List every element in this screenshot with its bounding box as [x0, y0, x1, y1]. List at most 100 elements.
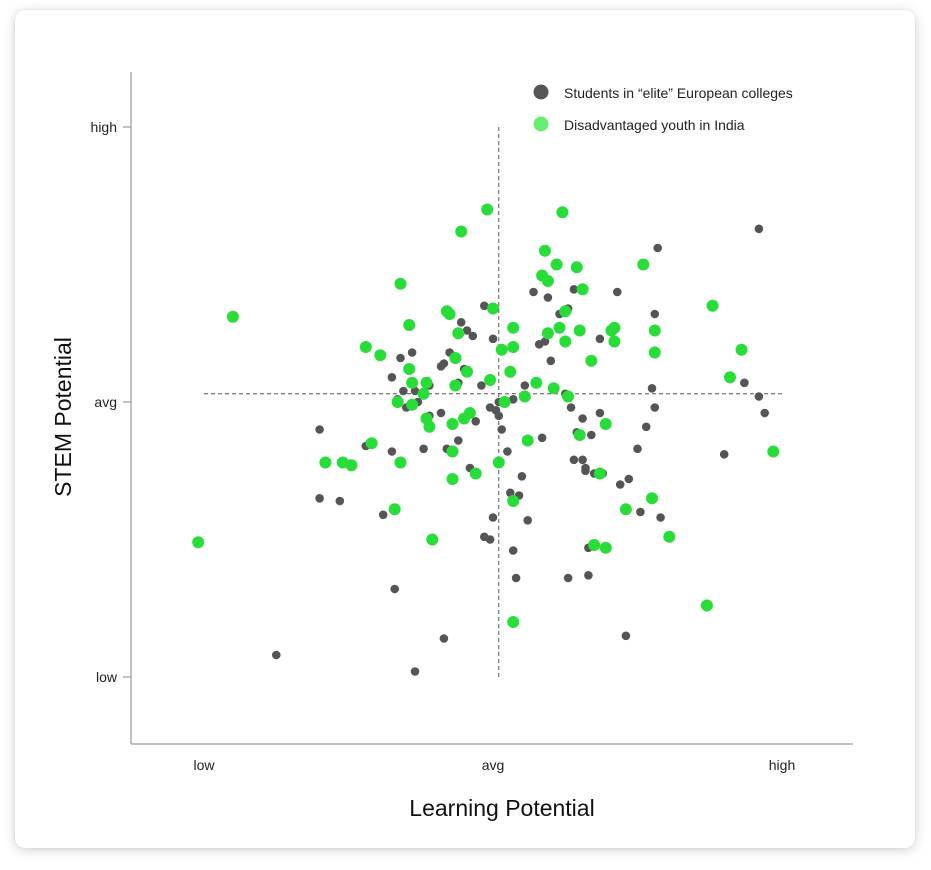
elite-student-point — [477, 381, 486, 390]
india-youth-point — [599, 418, 612, 430]
elite-student-point — [387, 373, 397, 382]
india-youth-point — [192, 536, 205, 549]
india-youth-point — [455, 225, 468, 238]
india-youth-point — [619, 503, 632, 516]
india-youth-point — [403, 363, 416, 375]
elite-student-point — [410, 667, 420, 676]
india-youth-point — [507, 495, 520, 507]
elite-student-point — [494, 411, 504, 421]
chart-card: low avg high low avg high Learning Potential… — [15, 10, 915, 848]
india-youth-point — [394, 456, 407, 469]
legend-marker-india — [533, 116, 549, 132]
elite-student-point — [436, 408, 446, 418]
elite-student-point — [587, 430, 596, 440]
india-youth-point — [440, 305, 453, 318]
elite-student-point — [335, 496, 345, 506]
elite-student-point — [462, 326, 472, 335]
elite-student-point — [740, 378, 749, 388]
elite-student-point — [456, 318, 466, 327]
elite-student-point — [641, 422, 651, 432]
india-youth-point — [530, 376, 543, 389]
elite-student-point — [650, 403, 660, 412]
india-youth-point — [576, 283, 589, 296]
india-youth-point — [507, 616, 520, 628]
india-youth-point — [556, 206, 569, 219]
india-youth-point — [541, 275, 554, 287]
india-youth-point — [648, 346, 661, 359]
india-youth-point — [539, 244, 551, 257]
elite-student-point — [569, 285, 579, 294]
x-ticks: low avg high — [193, 757, 795, 773]
elite-student-point — [653, 243, 662, 253]
legend-label-india: Disadvantaged youth in India — [564, 117, 745, 133]
india-youth-point — [406, 398, 419, 411]
india-youth-point — [608, 335, 621, 348]
india-youth-point — [518, 390, 531, 403]
elite-student-point — [378, 510, 388, 520]
x-tick-label-high: high — [769, 757, 795, 773]
india-youth-point — [495, 343, 508, 356]
series-disadvantaged-youth — [192, 203, 780, 628]
elite-student-point — [390, 584, 400, 594]
elite-student-point — [399, 386, 408, 396]
elite-student-point — [523, 516, 532, 525]
india-youth-point — [735, 343, 748, 356]
india-youth-point — [365, 437, 378, 450]
elite-student-point — [410, 386, 420, 396]
scatter-plot: low avg high low avg high Learning Potential… — [50, 72, 853, 821]
india-youth-point — [463, 407, 476, 419]
india-youth-point — [374, 349, 387, 362]
india-youth-point — [588, 539, 601, 551]
india-youth-point — [547, 382, 560, 395]
india-youth-point — [570, 261, 583, 274]
india-youth-point — [359, 341, 372, 353]
elite-student-point — [760, 408, 769, 418]
elite-student-point — [315, 494, 324, 503]
x-tick-label-low: low — [193, 757, 215, 773]
india-youth-point — [573, 324, 586, 337]
elite-student-point — [633, 444, 642, 454]
elite-student-point — [636, 507, 645, 517]
elite-student-point — [613, 287, 622, 297]
india-youth-point — [446, 473, 459, 485]
india-youth-point — [562, 390, 575, 403]
elite-student-point — [584, 571, 593, 580]
elite-student-point — [754, 392, 764, 401]
x-axis-label: Learning Potential — [409, 795, 594, 821]
elite-student-point — [540, 337, 550, 346]
india-youth-point — [417, 387, 430, 400]
elite-student-point — [624, 474, 634, 484]
india-youth-point — [498, 396, 511, 408]
india-youth-point — [585, 354, 598, 367]
india-youth-point — [706, 299, 719, 312]
india-youth-point — [461, 365, 473, 378]
elite-student-point — [506, 488, 515, 498]
india-youth-point — [553, 321, 566, 334]
india-youth-point — [394, 277, 407, 290]
india-youth-point — [423, 420, 436, 433]
india-youth-point — [481, 203, 494, 216]
elite-student-point — [543, 293, 553, 302]
y-axis-label: STEM Potential — [50, 337, 76, 497]
elite-student-point — [480, 301, 489, 311]
india-youth-point — [388, 503, 401, 516]
india-youth-point — [724, 371, 736, 384]
india-youth-point — [452, 327, 465, 340]
elite-student-point — [615, 480, 625, 489]
india-youth-point — [492, 456, 505, 469]
elite-student-point — [471, 417, 481, 426]
india-youth-point — [391, 396, 404, 408]
elite-student-point — [563, 573, 573, 583]
elite-student-point — [488, 513, 498, 522]
india-youth-point — [336, 456, 349, 469]
elite-student-point — [566, 403, 576, 412]
elite-student-point — [272, 650, 281, 660]
elite-student-point — [569, 455, 579, 465]
india-youth-point — [559, 335, 572, 348]
y-ticks: low avg high — [91, 119, 131, 685]
india-youth-point — [507, 341, 520, 353]
elite-student-point — [511, 573, 521, 583]
india-youth-point — [446, 418, 459, 430]
india-youth-point — [637, 258, 650, 271]
elite-student-point — [488, 334, 498, 344]
